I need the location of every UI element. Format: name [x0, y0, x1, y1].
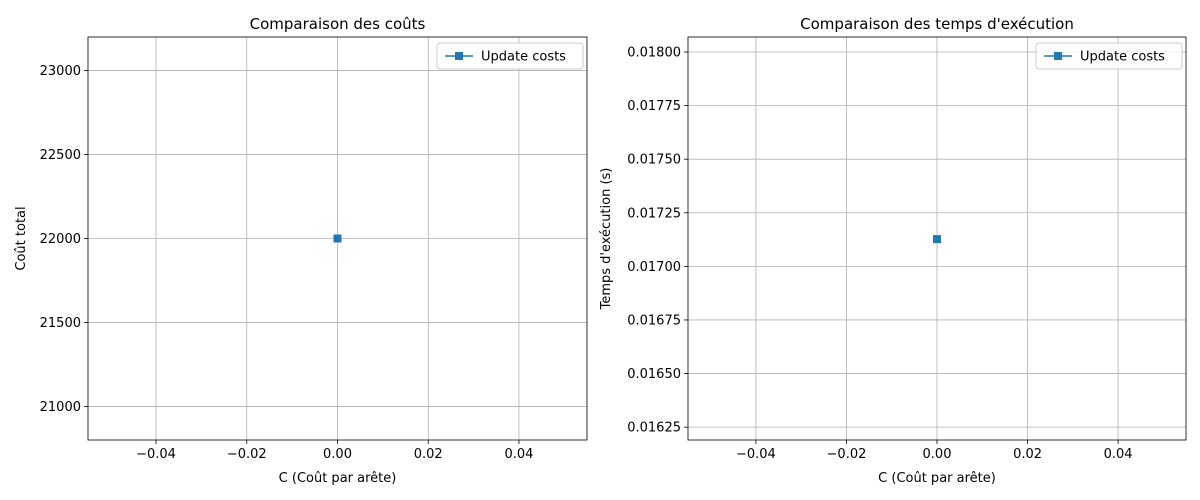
legend-box	[1035, 42, 1183, 70]
x-tick-label: 0.00	[323, 447, 352, 462]
x-tick-label: 0.04	[1104, 447, 1133, 462]
x-tick-label: 0.02	[1013, 447, 1042, 462]
y-tick-label: 22500	[40, 148, 81, 163]
y-axis-label: Temps d'exécution (s)	[599, 168, 614, 311]
y-tick-label: 0.01650	[627, 367, 681, 382]
y-tick-label: 0.01775	[627, 99, 681, 114]
legend-marker-swatch	[1054, 52, 1062, 60]
y-tick-label: 21000	[40, 400, 81, 415]
chart-1: −0.04 −0.02 0.00 0.02 0.04 21000 21500 22000 225…	[14, 15, 588, 486]
x-tick-label: −0.02	[827, 447, 867, 462]
x-tick-label: 0.00	[923, 447, 952, 462]
chart-2: −0.04 −0.02 0.00 0.02 0.04 0.01625 0.01650 0.01…	[599, 15, 1187, 486]
legend-marker-swatch	[455, 52, 463, 60]
x-axis-label: C (Coût par arête)	[279, 471, 397, 486]
legend-label: Update costs	[481, 50, 566, 65]
x-tick-label: −0.04	[736, 447, 776, 462]
x-axis-label: C (Coût par arête)	[878, 471, 996, 486]
legend-label: Update costs	[1080, 50, 1165, 65]
legend: Update costs	[1035, 42, 1183, 70]
data-point-marker	[933, 235, 941, 244]
x-tick-label: 0.04	[504, 447, 533, 462]
legend-box	[436, 42, 584, 70]
y-tick-label: 0.01700	[627, 260, 681, 275]
y-tick-label: 0.01625	[627, 421, 681, 436]
x-tick-label: −0.04	[136, 447, 176, 462]
chart-title: Comparaison des temps d'exécution	[800, 15, 1074, 33]
y-tick-label: 0.01800	[627, 46, 681, 61]
x-tick-label: −0.02	[227, 447, 267, 462]
y-tick-label: 0.01675	[627, 313, 681, 328]
chart-title: Comparaison des coûts	[250, 15, 426, 33]
legend: Update costs	[436, 42, 584, 70]
y-tick-label: 0.01750	[627, 153, 681, 168]
y-axis-label: Coût total	[14, 206, 29, 270]
data-point-marker	[333, 234, 342, 243]
y-tick-label: 0.01725	[627, 206, 681, 221]
y-tick-label: 22000	[40, 232, 81, 247]
y-tick-label: 23000	[40, 64, 81, 79]
y-tick-label: 21500	[40, 316, 81, 331]
x-tick-label: 0.02	[414, 447, 443, 462]
